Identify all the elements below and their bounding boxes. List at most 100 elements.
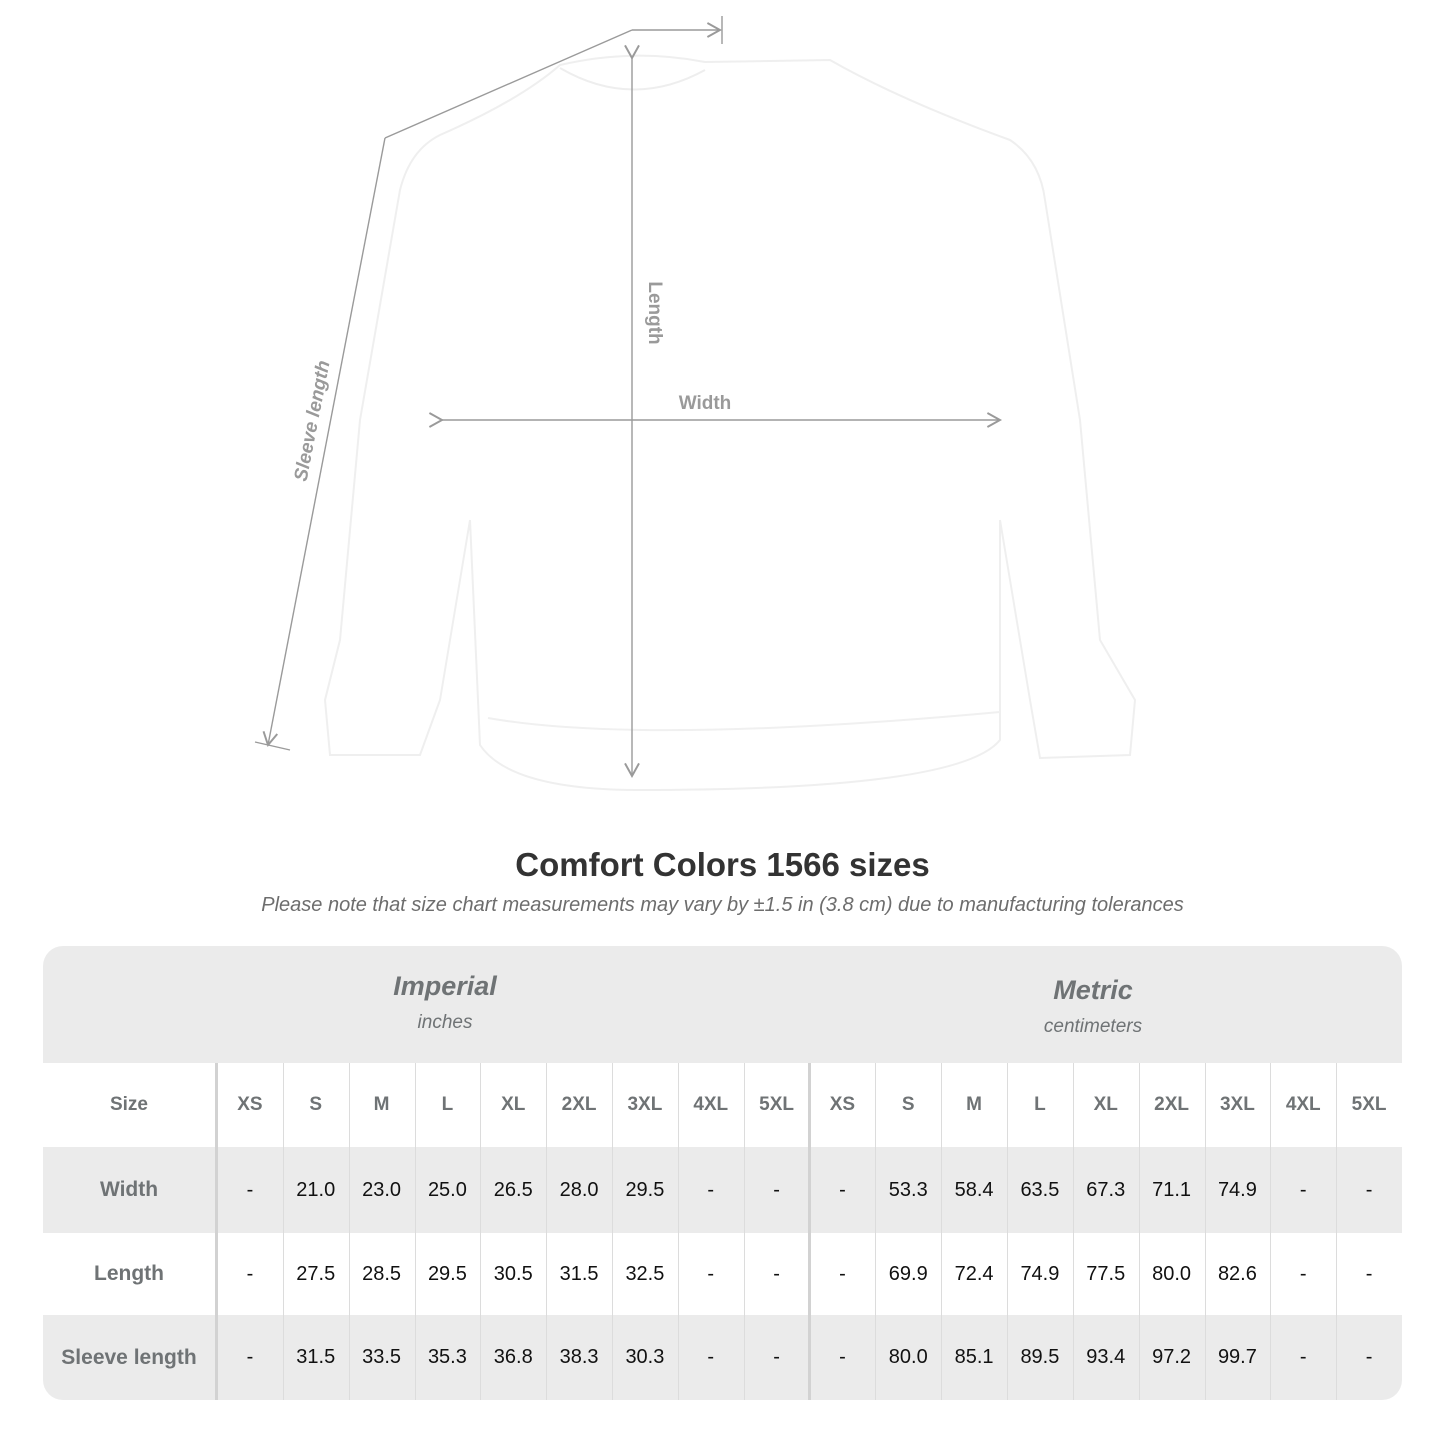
metric-value-cell: 72.4 [954,1262,994,1285]
imperial-value-cell: - [246,1346,254,1368]
length-label: Length [644,281,665,344]
column-divider [677,1063,679,1400]
column-divider [1007,1063,1008,1400]
metric-value-cell: 69.9 [888,1262,928,1285]
metric-value-cell: 77.5 [1086,1262,1126,1285]
metric-value-cell: - [839,1178,846,1201]
metric-value-cell: 82.6 [1217,1262,1257,1285]
imperial-value-cell: 23.0 [362,1178,402,1201]
column-divider [612,1063,613,1400]
metric-value-cell: - [839,1346,846,1368]
imperial-value-cell: 28.5 [362,1262,402,1285]
metric-value-cell: - [839,1262,846,1285]
page-title: Comfort Colors 1566 sizes [515,846,930,883]
imperial-header: Imperial inches [215,971,675,1034]
width-label: Width [679,393,732,414]
metric-value-cell: - [1299,1346,1307,1368]
imperial-size-header: 5XL [759,1094,794,1115]
row-band [43,1147,1402,1233]
metric-value-cell: 53.3 [888,1178,928,1201]
imperial-value-cell: - [246,1262,254,1285]
metric-size-header: 3XL [1219,1094,1255,1115]
imperial-value-cell: - [707,1178,715,1201]
column-divider [1270,1063,1272,1400]
metric-title: Metric [1053,975,1133,1005]
metric-value-cell: 80.0 [888,1346,928,1368]
metric-value-cell: - [1299,1262,1307,1285]
imperial-value-cell: 30.3 [625,1346,665,1368]
tolerance-note: Please note that size chart measurements… [261,894,1184,916]
column-divider [941,1063,943,1400]
imperial-value-cell: 36.8 [493,1346,533,1368]
imperial-title: Imperial [393,971,497,1001]
metric-value-cell: 99.7 [1217,1346,1257,1368]
header-band [43,946,1402,1063]
imperial-value-cell: 28.0 [559,1178,599,1201]
imperial-value-cell: 31.5 [296,1346,336,1368]
column-divider [875,1063,877,1400]
imperial-value-cell: 35.3 [427,1346,467,1368]
column-divider [807,1063,811,1400]
metric-value-cell: - [1365,1346,1373,1368]
metric-size-header: 5XL [1351,1094,1387,1115]
imperial-size-header: S [309,1094,323,1115]
imperial-size-header: XL [501,1094,526,1115]
metric-size-header: S [901,1094,915,1115]
metric-value-cell: 63.5 [1020,1178,1060,1201]
metric-size-header: M [966,1094,982,1115]
imperial-value-cell: 27.5 [296,1262,336,1285]
row-label: Width [99,1178,159,1201]
column-divider [1336,1063,1338,1400]
imperial-value-cell: 33.5 [362,1346,402,1368]
metric-value-cell: 71.1 [1152,1178,1192,1201]
metric-size-header: L [1034,1094,1046,1115]
metric-value-cell: - [1365,1262,1373,1285]
imperial-size-header: 3XL [627,1094,663,1115]
column-divider [348,1063,350,1400]
sleeve-arrow-top [384,29,633,139]
measurement-arrows [254,16,1003,779]
imperial-value-cell: - [773,1262,780,1285]
imperial-value-cell: - [707,1346,715,1368]
metric-value-cell: 80.0 [1152,1262,1192,1285]
imperial-value-cell: 21.0 [296,1178,336,1201]
imperial-value-cell: 25.0 [427,1178,467,1201]
column-divider [480,1063,482,1400]
imperial-size-header: M [373,1094,390,1115]
metric-value-cell: 85.1 [954,1346,994,1368]
metric-size-header: XS [829,1094,856,1115]
imperial-value-cell: 38.3 [559,1346,599,1368]
imperial-value-cell: - [773,1178,780,1201]
imperial-size-header: L [441,1094,454,1115]
sweatshirt-illustration [323,54,1137,792]
imperial-size-header: XS [237,1094,263,1115]
column-divider [215,1063,218,1400]
sleeve-arrow [262,137,386,747]
column-divider [546,1063,548,1400]
metric-size-header: XL [1093,1094,1118,1115]
imperial-value-cell: - [707,1262,715,1285]
imperial-value-cell: 32.5 [625,1262,665,1285]
size-header: Size [109,1094,149,1115]
metric-value-cell: - [1365,1178,1373,1201]
imperial-size-header: 2XL [561,1094,597,1115]
metric-value-cell: 58.4 [954,1178,994,1201]
metric-value-cell: 74.9 [1217,1178,1257,1201]
column-divider [1072,1063,1074,1400]
imperial-unit: inches [417,1012,473,1033]
metric-value-cell: 74.9 [1020,1262,1060,1285]
metric-header: Metric centimeters [863,975,1323,1038]
column-divider [414,1063,416,1400]
metric-value-cell: 97.2 [1152,1346,1192,1368]
imperial-value-cell: 31.5 [559,1262,599,1285]
metric-value-cell: 67.3 [1086,1178,1126,1201]
imperial-size-header: 4XL [693,1094,729,1115]
metric-value-cell: 89.5 [1020,1346,1060,1368]
column-divider [282,1063,284,1400]
column-divider [1138,1063,1140,1400]
metric-value-cell: - [1299,1178,1307,1201]
metric-value-cell: 93.4 [1086,1346,1126,1368]
metric-size-header: 2XL [1154,1094,1189,1115]
row-band [43,1315,1402,1400]
row-label: Length [94,1262,164,1285]
